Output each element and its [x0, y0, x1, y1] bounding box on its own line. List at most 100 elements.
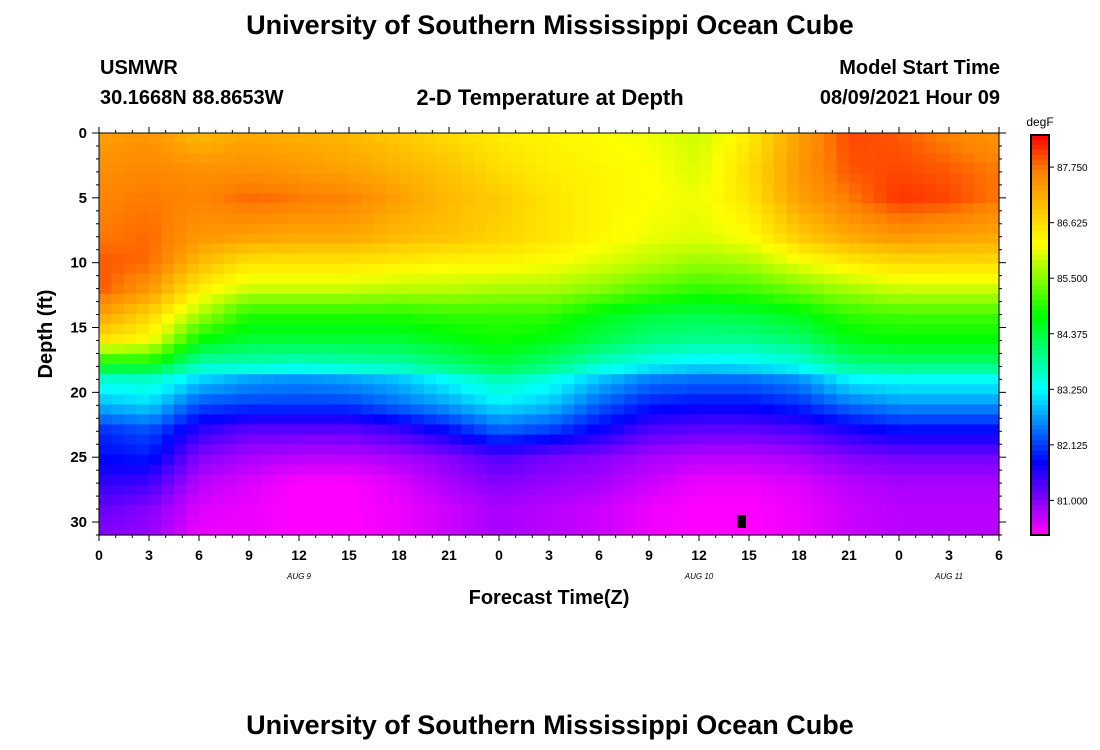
heatmap-cell	[449, 303, 463, 315]
heatmap-cell	[199, 504, 213, 516]
heatmap-cell	[186, 203, 200, 214]
heatmap-cell	[136, 414, 150, 426]
heatmap-cell	[374, 494, 388, 506]
heatmap-cell	[461, 334, 475, 345]
heatmap-cell	[561, 213, 575, 225]
heatmap-cell	[286, 273, 300, 285]
heatmap-cell	[711, 143, 725, 154]
heatmap-cell	[161, 163, 175, 174]
heatmap-cell	[224, 293, 238, 305]
heatmap-cell	[724, 163, 738, 174]
heatmap-cell	[849, 303, 863, 315]
heatmap-cell	[761, 203, 775, 214]
colorbar-segment	[1031, 205, 1049, 211]
heatmap-cell	[449, 143, 463, 154]
heatmap-cell	[549, 313, 563, 325]
heatmap-cell	[624, 454, 638, 466]
heatmap-cell	[186, 303, 200, 315]
heatmap-cell	[899, 374, 913, 385]
heatmap-cell	[724, 474, 738, 486]
heatmap-cell	[199, 514, 213, 526]
heatmap-cell	[811, 334, 825, 345]
heatmap-cell	[336, 263, 350, 275]
heatmap-cell	[111, 253, 125, 265]
heatmap-cell	[524, 444, 538, 456]
heatmap-cell	[111, 293, 125, 305]
heatmap-cell	[661, 454, 675, 466]
heatmap-cell	[936, 263, 950, 275]
heatmap-cell	[286, 163, 300, 174]
heatmap-cell	[124, 504, 138, 516]
heatmap-cell	[661, 203, 675, 214]
heatmap-cell	[849, 213, 863, 225]
colorbar-segment	[1031, 330, 1049, 336]
heatmap-cell	[774, 354, 788, 365]
heatmap-cell	[874, 323, 888, 335]
heatmap-cell	[974, 283, 988, 295]
heatmap-cell	[586, 303, 600, 315]
heatmap-cell	[386, 464, 400, 476]
heatmap-cell	[486, 414, 500, 426]
heatmap-cell	[174, 484, 188, 496]
heatmap-cell	[161, 253, 175, 265]
x-tick-label: 0	[95, 547, 103, 563]
heatmap-cell	[499, 404, 513, 415]
heatmap-cell	[836, 404, 850, 415]
heatmap-cell	[399, 253, 413, 265]
heatmap-cell	[686, 223, 700, 235]
heatmap-cell	[811, 444, 825, 456]
heatmap-cell	[449, 163, 463, 174]
heatmap-cell	[749, 414, 763, 426]
heatmap-cell	[399, 163, 413, 174]
heatmap-cell	[899, 233, 913, 245]
heatmap-cell	[949, 243, 963, 255]
heatmap-cell	[674, 514, 688, 526]
heatmap-cell	[174, 454, 188, 466]
heatmap-cell	[774, 434, 788, 446]
heatmap-cell	[136, 504, 150, 516]
heatmap-cell	[461, 313, 475, 325]
heatmap-cell	[499, 313, 513, 325]
colorbar-tick-label: 83.250	[1057, 385, 1088, 396]
heatmap-cell	[624, 153, 638, 164]
heatmap-cell	[386, 153, 400, 164]
heatmap-cell	[436, 213, 450, 225]
heatmap-cell	[249, 494, 263, 506]
heatmap-cell	[874, 344, 888, 355]
heatmap-cell	[236, 514, 250, 526]
heatmap-cell	[636, 444, 650, 456]
heatmap-cell	[461, 223, 475, 235]
heatmap-cell	[411, 524, 425, 536]
heatmap-cell	[786, 444, 800, 456]
heatmap-cell	[561, 434, 575, 446]
heatmap-cell	[324, 404, 338, 415]
heatmap-cell	[761, 334, 775, 345]
heatmap-cell	[761, 193, 775, 204]
heatmap-cell	[774, 394, 788, 405]
heatmap-cell	[699, 514, 713, 526]
heatmap-cell	[386, 484, 400, 496]
heatmap-cell	[336, 293, 350, 305]
heatmap-cell	[649, 313, 663, 325]
heatmap-cell	[711, 434, 725, 446]
heatmap-cell	[974, 193, 988, 204]
heatmap-cell	[861, 193, 875, 204]
heatmap-cell	[711, 243, 725, 255]
heatmap-cell	[436, 354, 450, 365]
heatmap-cell	[199, 143, 213, 154]
heatmap-cell	[161, 223, 175, 235]
heatmap-cell	[474, 133, 488, 144]
heatmap-cell	[136, 494, 150, 506]
y-tick-label: 30	[70, 514, 87, 531]
heatmap-cell	[636, 283, 650, 295]
heatmap-cell	[261, 303, 275, 315]
heatmap-cell	[749, 283, 763, 295]
colorbar-segment	[1031, 340, 1049, 346]
heatmap-cell	[299, 504, 313, 516]
heatmap-cell	[849, 223, 863, 235]
heatmap-cell	[261, 263, 275, 275]
heatmap-cell	[549, 414, 563, 426]
heatmap-cell	[924, 484, 938, 496]
heatmap-cell	[161, 504, 175, 516]
heatmap-cell	[636, 394, 650, 405]
